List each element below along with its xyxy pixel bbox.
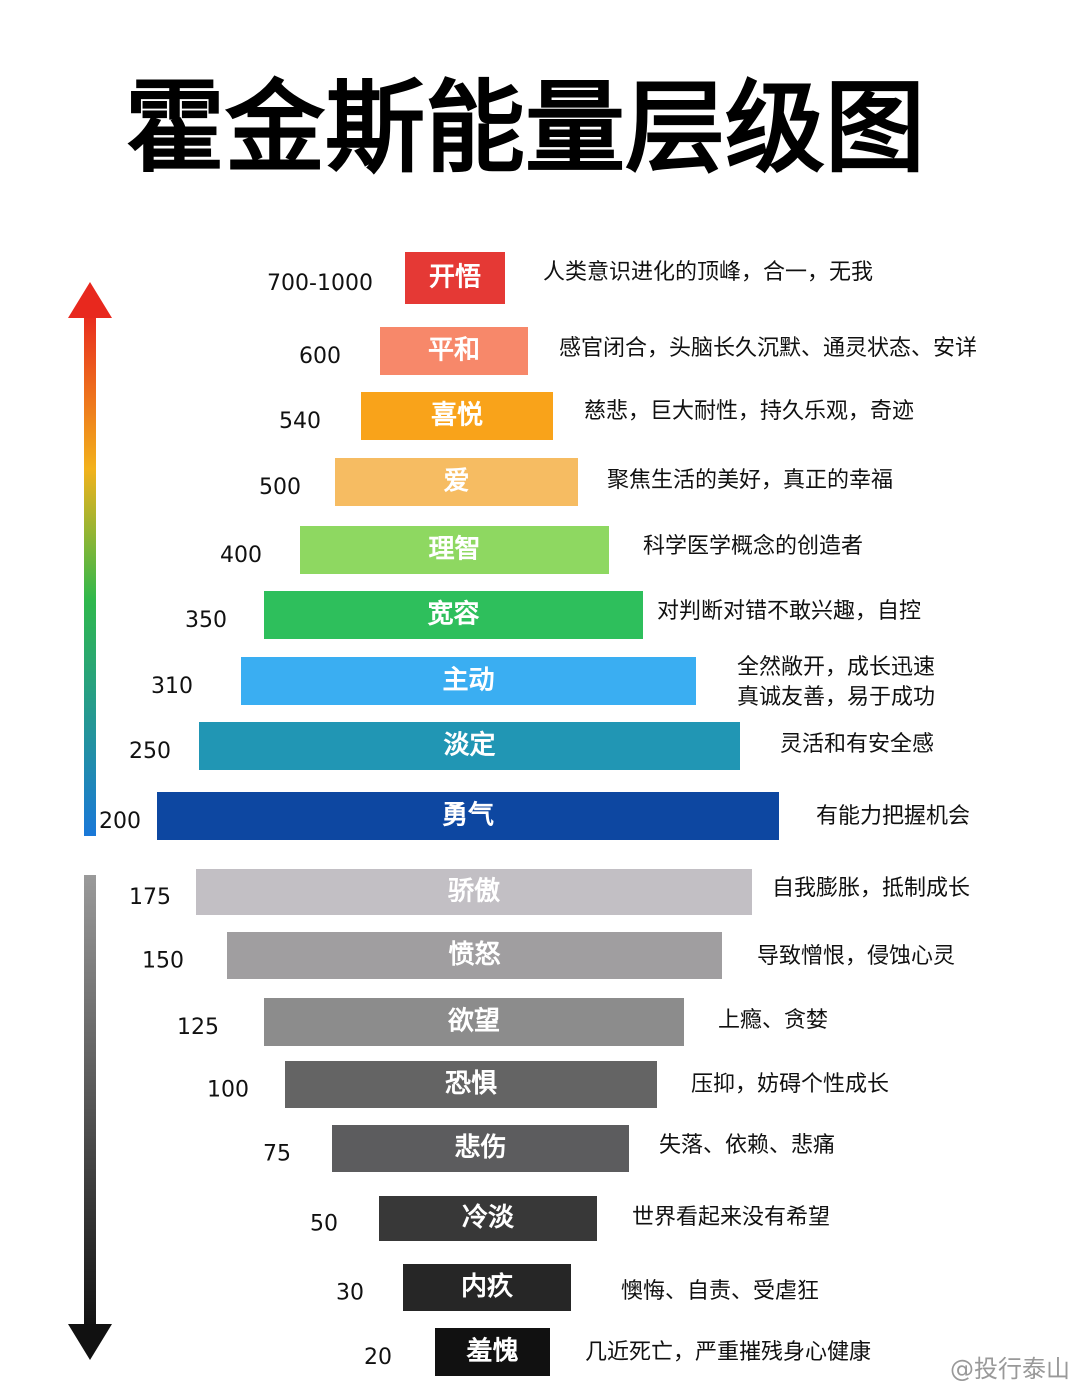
down-arrow-head [68, 1324, 112, 1360]
level-value: 20 [364, 1345, 392, 1370]
level-description: 自我膨胀，抵制成长 [772, 876, 970, 901]
down-arrow-shaft [84, 875, 96, 1330]
level-name: 羞愧 [465, 1336, 518, 1367]
level-description: 几近死亡，严重摧残身心健康 [585, 1340, 871, 1365]
level-bar [403, 1264, 571, 1311]
level-description: 全然敞开，成长迅速 [737, 655, 935, 680]
level-name: 内疚 [461, 1272, 513, 1302]
level-description: 压抑，妨碍个性成长 [691, 1072, 889, 1097]
level-bar [227, 932, 722, 979]
level-value: 30 [336, 1281, 364, 1306]
level-value: 250 [129, 739, 171, 764]
level-description: 世界看起来没有希望 [632, 1205, 830, 1230]
up-arrow-head [68, 282, 112, 318]
level-value: 150 [142, 949, 184, 974]
level-name: 平和 [428, 336, 480, 366]
level-value: 500 [259, 475, 301, 500]
level-name: 冷淡 [462, 1202, 515, 1233]
level-description: 科学医学概念的创造者 [643, 534, 863, 559]
level-name: 骄傲 [448, 876, 501, 907]
level-description: 灵活和有安全感 [780, 732, 934, 757]
level-name: 悲伤 [454, 1132, 506, 1163]
level-description: 上瘾、贪婪 [718, 1008, 828, 1033]
level-bar [380, 327, 528, 375]
level-bar [264, 591, 643, 639]
level-description: 有能力把握机会 [816, 804, 970, 829]
level-bar [300, 526, 609, 574]
level-name: 欲望 [447, 1007, 500, 1037]
level-bar [335, 458, 578, 506]
level-bar [379, 1196, 597, 1241]
level-bar [285, 1061, 657, 1108]
level-name: 勇气 [442, 800, 494, 831]
level-value: 350 [185, 608, 227, 633]
level-name: 恐惧 [445, 1069, 497, 1099]
up-arrow-shaft [84, 312, 96, 836]
level-value: 75 [263, 1142, 291, 1167]
level-description: 真诚友善，易于成功 [737, 685, 935, 710]
level-value: 200 [99, 809, 141, 834]
level-value: 50 [310, 1212, 338, 1237]
level-value: 400 [220, 543, 262, 568]
level-description: 人类意识进化的顶峰，合一，无我 [543, 260, 873, 285]
level-name: 淡定 [443, 730, 495, 761]
level-bar [264, 998, 684, 1046]
level-value: 125 [177, 1015, 219, 1040]
level-description: 懊悔、自责、受虐狂 [621, 1279, 819, 1304]
level-bar [332, 1125, 629, 1172]
level-name: 开悟 [429, 263, 481, 293]
level-name: 喜悦 [431, 400, 483, 431]
watermark: @投行泰山 [950, 1355, 1070, 1383]
level-description: 对判断对错不敢兴趣，自控 [657, 599, 921, 624]
level-bar [199, 722, 740, 770]
level-description: 聚焦生活的美好，真正的幸福 [607, 468, 893, 493]
level-value: 540 [279, 409, 321, 434]
level-name: 宽容 [427, 599, 479, 630]
level-description: 失落、依赖、悲痛 [659, 1133, 835, 1158]
level-bar [157, 792, 779, 840]
level-description: 导致憎恨，侵蚀心灵 [757, 944, 955, 969]
level-value: 600 [299, 344, 341, 369]
level-name: 理智 [428, 535, 480, 565]
level-value: 175 [129, 885, 171, 910]
level-description: 慈悲，巨大耐性，持久乐观，奇迹 [584, 399, 914, 424]
level-value: 700-1000 [267, 271, 373, 296]
level-name: 爱 [443, 467, 469, 497]
level-bar [196, 869, 752, 915]
level-value: 310 [151, 674, 193, 699]
level-name: 愤怒 [448, 940, 500, 970]
title: 霍金斯能量层级图 [125, 69, 925, 186]
level-bar [361, 392, 553, 440]
level-bar [435, 1328, 550, 1376]
level-bar [241, 657, 696, 705]
level-value: 100 [207, 1078, 249, 1103]
level-bar [405, 252, 505, 304]
level-name: 主动 [442, 666, 494, 696]
level-description: 感官闭合，头脑长久沉默、通灵状态、安详 [559, 336, 977, 361]
